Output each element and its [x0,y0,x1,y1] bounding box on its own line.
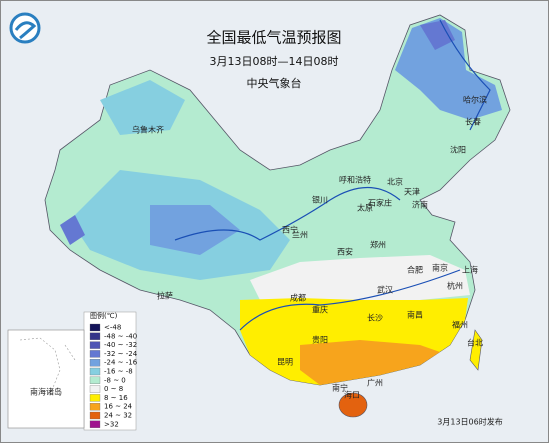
city-label: 呼和浩特 [339,175,371,185]
city-label: 沈阳 [450,145,466,155]
legend-label: 24 ~ 32 [104,412,132,420]
city-label: 兰州 [292,230,308,240]
city-label: 杭州 [447,281,463,291]
city-label: 长春 [465,117,481,127]
inset-border [19,337,76,396]
legend: <-48-48 ~ -40-40 ~ -32-32 ~ -24-24 ~ -16… [89,323,138,428]
city-label: 贵阳 [312,335,328,345]
logo-mark [14,21,37,40]
legend-label: -32 ~ -24 [104,350,138,358]
zone-coldest [420,20,455,50]
title: 全国最低气温预报图 [206,29,341,47]
inset-label: 南海诸岛 [30,387,62,397]
legend-label: -24 ~ -16 [104,359,138,367]
city-label: 成都 [290,293,306,303]
legend-label: -48 ~ -40 [104,332,137,340]
city-label: 西安 [337,247,353,257]
zone-mild [250,255,470,300]
city-label: 银川 [312,195,328,205]
city-label: 上海 [462,265,478,275]
legend-label: 0 ~ 8 [104,385,123,393]
subtitle: 3月13日08时—14日08时 [210,55,339,68]
city-label: 台北 [467,338,483,348]
legend-swatch [89,359,101,367]
legend-label: -16 ~ -8 [104,368,133,376]
legend-swatch [89,385,101,393]
zone-colder [395,18,502,120]
city-label: 乌鲁木齐 [132,125,164,135]
city-label: 海口 [344,390,360,400]
city-label: 南昌 [407,310,423,320]
city-label: 广州 [367,378,383,388]
legend-label: 8 ~ 16 [104,394,128,402]
legend-label: -8 ~ 0 [104,376,126,384]
taiwan [469,329,483,371]
city-label: 重庆 [312,305,328,315]
legend-swatch [89,411,101,420]
logo [9,12,41,44]
legend-swatch [89,367,101,376]
city-label: 拉萨 [157,291,173,301]
zone-coldest [60,215,85,245]
legend-swatch [89,376,101,384]
zone-cold [100,80,185,135]
city-label: 太原 [357,203,373,213]
legend-label: <-48 [104,324,121,332]
river [439,19,491,131]
city-label: 长沙 [367,313,383,323]
city-label: 福州 [452,321,468,330]
legend-label: -40 ~ -32 [104,341,137,349]
city-label: 昆明 [277,358,293,367]
legend-swatch [89,323,101,332]
city-label: 武汉 [377,285,393,295]
city-label: 南宁 [332,383,348,393]
legend-title: 图例(℃) [90,311,118,320]
river [239,269,461,331]
legend-label: >32 [104,420,119,428]
city-label: 济南 [412,200,428,210]
city-label: 哈尔滨 [463,95,487,105]
agency: 中央气象台 [247,76,302,90]
city-label: 南京 [432,263,448,273]
zone-hot [300,340,440,385]
city-label: 合肥 [407,265,423,275]
zone-colder [150,205,240,255]
city-label: 郑州 [370,240,386,250]
city-label: 西宁 [282,225,298,235]
legend-swatch [89,420,101,428]
city-label: 天津 [404,187,420,197]
inset [7,329,85,429]
legend-label: 16 ~ 24 [104,403,133,411]
legend-swatch [89,341,101,349]
river [174,187,401,241]
legend-swatch [89,403,101,411]
legend-swatch [89,332,101,340]
city-label: 石家庄 [368,198,392,208]
city-label: 北京 [387,177,403,187]
legend-swatch [89,350,101,358]
hainan [338,392,368,418]
legend-swatch [89,394,101,402]
footer: 3月13日06时发布 [437,417,502,427]
